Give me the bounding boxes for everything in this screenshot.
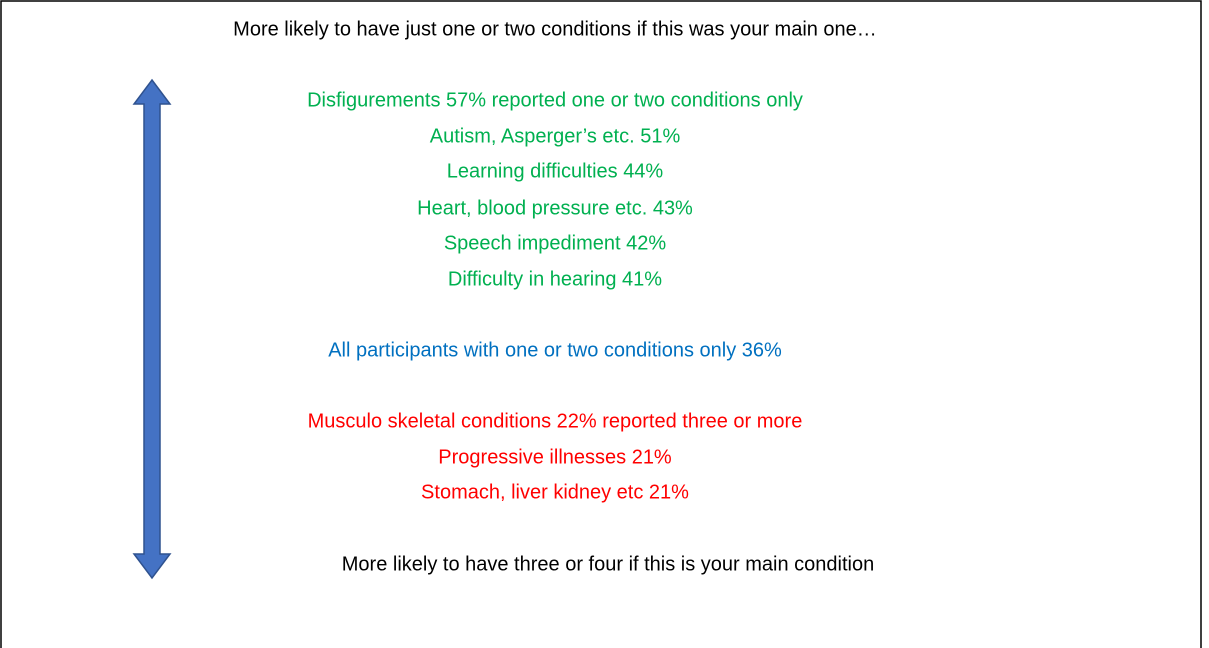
one-or-two-item: Autism, Asperger’s etc. 51% [430, 125, 681, 147]
three-or-more-item: Stomach, liver kidney etc 21% [421, 481, 689, 503]
top-label: More likely to have just one or two cond… [233, 18, 877, 40]
double-arrow [132, 78, 172, 580]
three-or-more-item: Progressive illnesses 21% [438, 446, 672, 468]
three-or-more-item: Musculo skeletal conditions 22% reported… [308, 410, 803, 432]
all-participants: All participants with one or two conditi… [328, 339, 782, 361]
one-or-two-item: Difficulty in hearing 41% [448, 268, 662, 290]
one-or-two-item: Speech impediment 42% [444, 232, 667, 254]
one-or-two-item: Disfigurements 57% reported one or two c… [307, 89, 803, 111]
one-or-two-item: Heart, blood pressure etc. 43% [417, 197, 693, 219]
one-or-two-item: Learning difficulties 44% [447, 160, 664, 182]
bottom-label: More likely to have three or four if thi… [342, 553, 874, 575]
